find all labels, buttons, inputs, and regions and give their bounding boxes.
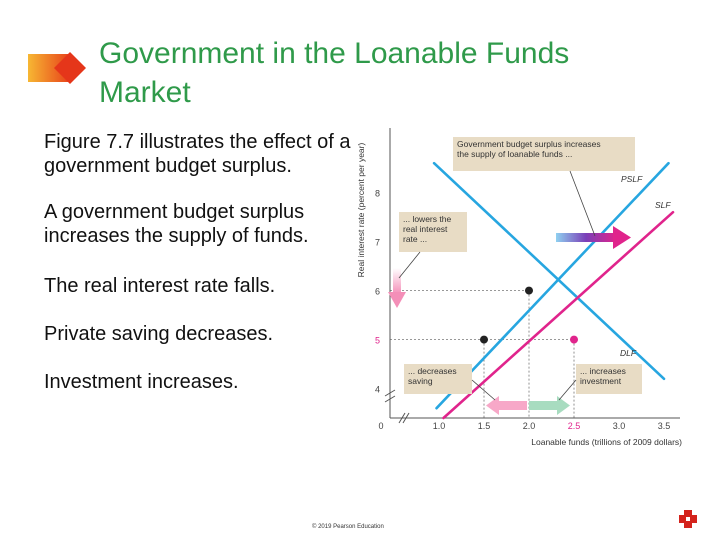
supply-shift-arrow bbox=[556, 233, 616, 242]
bullet-5: Investment increases. bbox=[44, 371, 239, 393]
x-axis-title: Loanable funds (trillions of 2009 dollar… bbox=[531, 437, 682, 447]
x-tick-label: 0 bbox=[378, 421, 383, 431]
x-tick-label: 3.0 bbox=[613, 421, 626, 431]
callout-investment-leader bbox=[558, 379, 577, 401]
supply-shift-arrowhead bbox=[613, 226, 631, 249]
y-tick-label: 8 bbox=[375, 189, 380, 199]
rate-down-arrow bbox=[393, 268, 401, 294]
bullet-2: A government budget surplus increases th… bbox=[44, 201, 309, 247]
callout-lowers-text-line: rate ... bbox=[403, 234, 427, 244]
callout-surplus-text-line: Government budget surplus increases bbox=[457, 139, 601, 149]
axis-break-mark bbox=[398, 412, 406, 424]
axis-break-mark bbox=[384, 389, 396, 397]
y-tick-label: 7 bbox=[375, 238, 380, 248]
x-tick-label: 1.5 bbox=[478, 421, 491, 431]
title-line-1: Government in the Loanable Funds bbox=[99, 37, 570, 70]
investment-increase-arrowhead bbox=[557, 396, 570, 415]
callout-saving-leader bbox=[471, 379, 496, 401]
bullet-1: Figure 7.7 illustrates the effect of a g… bbox=[44, 131, 351, 177]
saving-decrease-arrowhead bbox=[486, 396, 499, 415]
rate-down-arrowhead bbox=[388, 292, 406, 308]
pearson-nav-icon[interactable] bbox=[677, 508, 699, 530]
x-tick-label: 3.5 bbox=[658, 421, 671, 431]
y-tick-label: 6 bbox=[375, 287, 380, 297]
bullet-3: The real interest rate falls. bbox=[44, 275, 276, 297]
curve-dlf bbox=[432, 161, 666, 381]
curve-label-pslf: PSLF bbox=[621, 174, 643, 184]
slide-title: Government in the Loanable Funds Market bbox=[99, 34, 699, 112]
callout-investment-box bbox=[576, 364, 642, 394]
investment-increase-arrow bbox=[529, 401, 559, 410]
callout-investment-text-line: investment bbox=[580, 376, 622, 386]
curve-label-slf: SLF bbox=[655, 200, 671, 210]
callout-saving-text-line: ... decreases bbox=[408, 366, 457, 376]
copyright-text: © 2019 Pearson Education bbox=[312, 524, 384, 530]
curve-label-dlf: DLF bbox=[620, 348, 637, 358]
x-tick-label: 2.5 bbox=[568, 421, 581, 431]
equilibrium-point bbox=[570, 335, 578, 344]
callout-investment-text-line: ... increases bbox=[580, 366, 626, 376]
axis-break-mark bbox=[384, 395, 396, 403]
x-tick-label: 1.0 bbox=[433, 421, 446, 431]
callout-surplus-text-line: the supply of loanable funds ... bbox=[457, 149, 572, 159]
title-line-2: Market bbox=[99, 76, 191, 109]
x-tick-label: 2.0 bbox=[523, 421, 536, 431]
bullet-list: Figure 7.7 illustrates the effect of a g… bbox=[44, 130, 364, 414]
equilibrium-point bbox=[525, 286, 533, 295]
equilibrium-point bbox=[480, 335, 488, 344]
y-tick-label: 4 bbox=[375, 385, 380, 395]
callout-surplus-leader bbox=[569, 170, 596, 237]
bullet-4: Private saving decreases. bbox=[44, 323, 274, 345]
y-axis-title: Real interest rate (percent per year) bbox=[356, 143, 366, 278]
callout-saving-text-line: saving bbox=[408, 376, 433, 386]
callout-lowers-leader bbox=[398, 251, 421, 279]
axis-break-mark bbox=[402, 412, 410, 424]
callout-saving-box bbox=[404, 364, 472, 394]
callout-lowers-box bbox=[399, 212, 467, 252]
callout-lowers-text-line: real interest bbox=[403, 224, 448, 234]
curve-slf bbox=[442, 210, 675, 420]
curve-pslf bbox=[435, 161, 670, 410]
saving-decrease-arrow bbox=[497, 401, 527, 410]
diamond-arrow-icon bbox=[28, 52, 86, 84]
y-tick-label: 5 bbox=[375, 336, 380, 346]
callout-lowers-text-line: ... lowers the bbox=[403, 214, 451, 224]
callout-surplus-box bbox=[453, 137, 635, 171]
